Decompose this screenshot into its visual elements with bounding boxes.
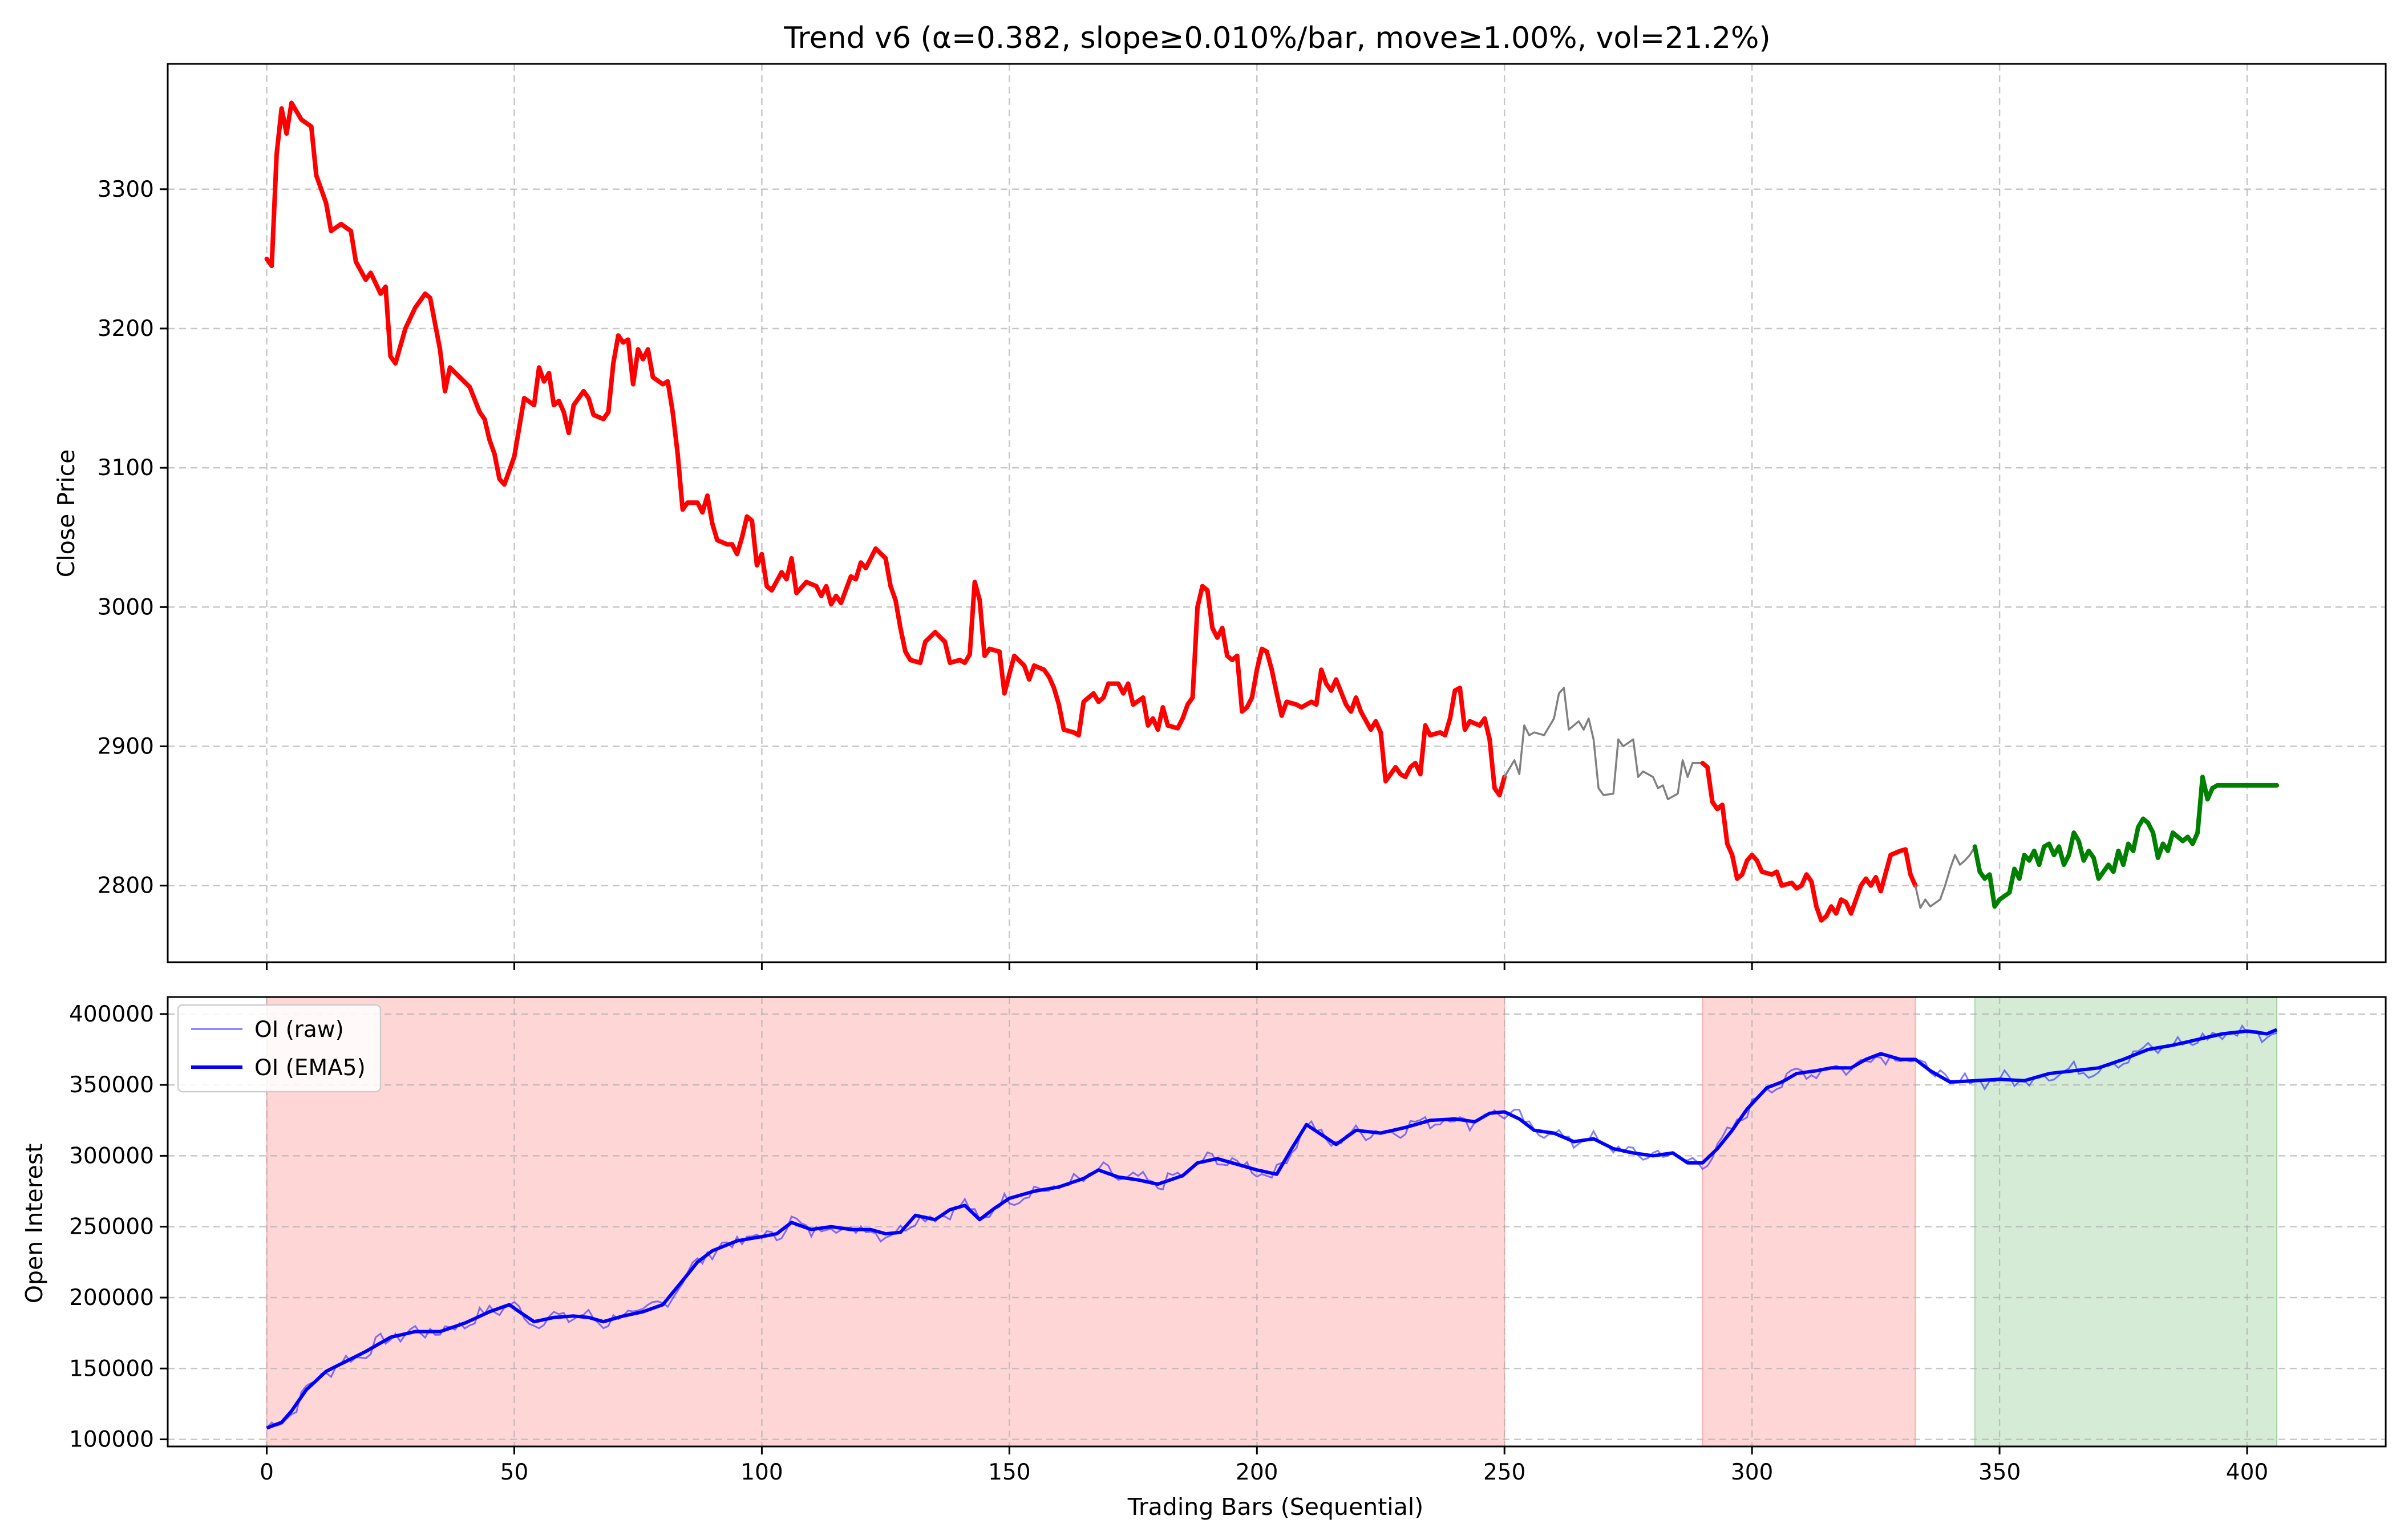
trend-shaded-regions — [266, 996, 2278, 1447]
price-y-tick-label: 3300 — [98, 177, 154, 202]
price-panel: 2800 2900 3000 3100 3200 3300 Close Price — [52, 63, 2387, 970]
x-axis-label: Trading Bars (Sequential) — [1127, 1493, 1423, 1521]
shaded-region-345 — [1974, 996, 2278, 1447]
oi-x-tick-label: 0 — [260, 1460, 274, 1485]
oi-y-axis-label: Open Interest — [21, 1144, 48, 1304]
price-ticks: 2800 2900 3000 3100 3200 3300 — [98, 177, 2248, 970]
legend-ema-label: OI (EMA5) — [254, 1055, 366, 1081]
oi-x-tick-label: 100 — [740, 1460, 783, 1485]
price-y-tick-label: 3100 — [98, 455, 154, 481]
oi-x-tick-label: 200 — [1236, 1460, 1278, 1485]
oi-series — [266, 1024, 2278, 1430]
open-interest-panel: 0 50 100 150 200 250 300 350 400 100000 150000 2000… — [21, 996, 2387, 1521]
oi-y-tick-label: 150000 — [69, 1356, 154, 1381]
oi-ema-line — [266, 1028, 2278, 1430]
chart-title: Trend v6 (α=0.382, slope≥0.010%/bar, mov… — [783, 21, 1770, 55]
price-y-tick-label: 2800 — [98, 873, 154, 899]
oi-x-tick-label: 350 — [1978, 1460, 2021, 1485]
price-y-tick-label: 3200 — [98, 316, 154, 342]
price-y-tick-label: 2900 — [98, 734, 154, 760]
price-panel-frame — [167, 63, 2387, 963]
oi-grid — [168, 997, 2386, 1446]
price-line-down-0 — [264, 100, 1507, 797]
oi-raw-line — [266, 1024, 2277, 1429]
price-line-flat-333 — [1914, 845, 1976, 909]
price-grid — [168, 64, 2386, 962]
oi-panel-frame — [167, 996, 2387, 1448]
price-line-flat-250 — [1503, 687, 1704, 801]
price-series — [264, 100, 2280, 923]
price-y-tick-label: 3000 — [98, 594, 154, 620]
price-line-up-345 — [1972, 775, 2280, 909]
oi-x-tick-label: 150 — [988, 1460, 1030, 1485]
oi-y-tick-label: 300000 — [69, 1143, 154, 1169]
legend: OI (raw) OI (EMA5) — [177, 1004, 382, 1093]
oi-x-tick-label: 50 — [500, 1460, 529, 1485]
oi-x-tick-label: 250 — [1483, 1460, 1525, 1485]
oi-x-tick-label: 300 — [1731, 1460, 1773, 1485]
shaded-region-0 — [266, 996, 1505, 1447]
oi-y-tick-label: 250000 — [69, 1214, 154, 1240]
oi-y-tick-label: 100000 — [69, 1427, 154, 1453]
shaded-region-290 — [1702, 996, 1916, 1447]
legend-raw-label: OI (raw) — [254, 1017, 344, 1043]
legend-box — [177, 1004, 382, 1093]
price-line-down-290 — [1700, 760, 1918, 923]
oi-y-tick-label: 350000 — [69, 1072, 154, 1098]
oi-x-tick-label: 400 — [2226, 1460, 2268, 1485]
oi-y-tick-label: 200000 — [69, 1285, 154, 1311]
price-y-axis-label: Close Price — [52, 449, 80, 578]
oi-ticks: 0 50 100 150 200 250 300 350 400 100000 150000 2000… — [69, 1002, 2268, 1485]
oi-y-tick-label: 400000 — [69, 1002, 154, 1027]
